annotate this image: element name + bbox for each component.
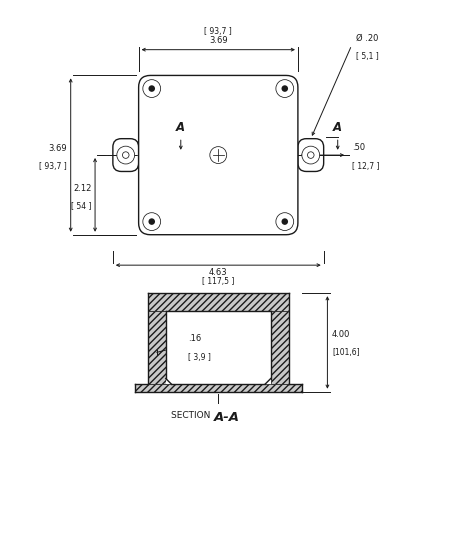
Bar <box>148 311 166 384</box>
Text: SECTION: SECTION <box>171 411 214 421</box>
Circle shape <box>302 146 319 164</box>
Circle shape <box>148 218 155 225</box>
Circle shape <box>122 152 129 158</box>
Circle shape <box>276 80 294 97</box>
Text: [ 3,9 ]: [ 3,9 ] <box>188 353 211 362</box>
Text: [ 117,5 ]: [ 117,5 ] <box>202 277 235 286</box>
Circle shape <box>117 146 135 164</box>
Text: A: A <box>333 121 342 134</box>
Circle shape <box>143 80 161 97</box>
Text: [ 54 ]: [ 54 ] <box>71 202 91 210</box>
Text: 2.12: 2.12 <box>73 184 91 193</box>
Text: [ 93,7 ]: [ 93,7 ] <box>204 27 232 36</box>
Circle shape <box>276 213 294 231</box>
Text: [ 5,1 ]: [ 5,1 ] <box>356 52 379 62</box>
Text: [ 12,7 ]: [ 12,7 ] <box>352 162 379 171</box>
Bar <box>271 311 289 384</box>
Text: A: A <box>176 121 185 134</box>
Text: [101,6]: [101,6] <box>332 348 360 357</box>
Text: 4.63: 4.63 <box>209 268 228 277</box>
Circle shape <box>148 85 155 92</box>
Text: [ 93,7 ]: [ 93,7 ] <box>39 162 67 171</box>
Bar <box>148 293 289 311</box>
Circle shape <box>143 213 161 231</box>
Bar <box>135 384 301 392</box>
Text: 3.69: 3.69 <box>209 36 228 45</box>
Bar <box>166 311 271 384</box>
Circle shape <box>210 147 227 164</box>
FancyBboxPatch shape <box>298 139 324 172</box>
Circle shape <box>308 152 314 158</box>
Text: 4.00: 4.00 <box>332 330 350 339</box>
Text: .16: .16 <box>188 334 201 343</box>
Text: 3.69: 3.69 <box>48 144 67 152</box>
Text: .50: .50 <box>352 143 365 152</box>
FancyBboxPatch shape <box>113 139 138 172</box>
Text: Ø .20: Ø .20 <box>356 34 379 43</box>
Text: A-A: A-A <box>214 411 239 424</box>
Circle shape <box>282 85 288 92</box>
FancyBboxPatch shape <box>138 75 298 235</box>
Circle shape <box>282 218 288 225</box>
